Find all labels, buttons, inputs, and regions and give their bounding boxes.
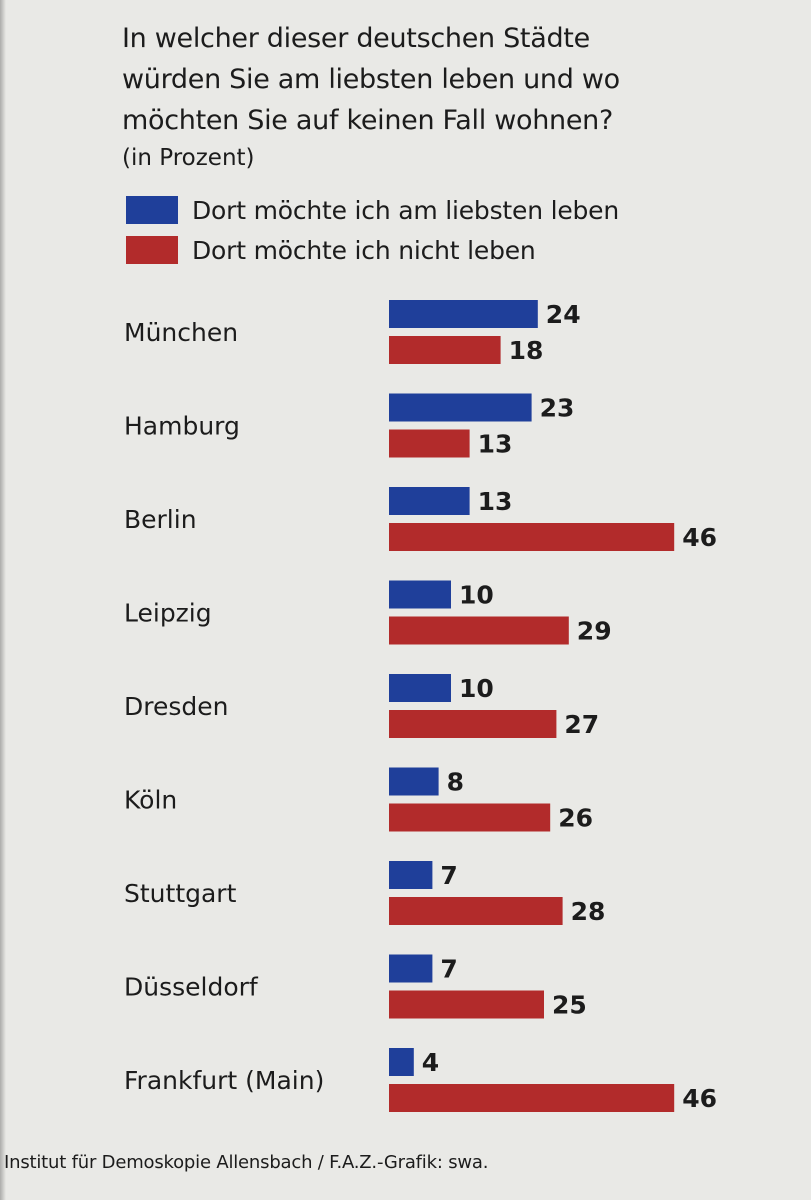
bar-dusseldorf-nicht bbox=[389, 990, 544, 1019]
bar-munchen-liebsten bbox=[389, 300, 538, 328]
category-label-munchen: München bbox=[124, 318, 238, 347]
bar-koln-liebsten bbox=[389, 767, 439, 796]
data-label-dresden-liebsten: 10 bbox=[459, 674, 494, 703]
data-label-leipzig-liebsten: 10 bbox=[459, 581, 494, 610]
bar-frankfurt-main-liebsten bbox=[389, 1048, 414, 1076]
bar-dresden-nicht bbox=[389, 710, 557, 738]
category-label-leipzig: Leipzig bbox=[124, 599, 212, 628]
bar-dresden-liebsten bbox=[389, 674, 451, 702]
data-label-leipzig-nicht: 29 bbox=[577, 617, 612, 646]
category-label-berlin: Berlin bbox=[124, 505, 197, 534]
data-label-koln-liebsten: 8 bbox=[447, 768, 464, 797]
bar-munchen-nicht bbox=[389, 336, 501, 364]
legend-swatch-red bbox=[126, 236, 178, 264]
legend-label-liebsten: Dort möchte ich am liebsten leben bbox=[192, 195, 620, 225]
data-label-hamburg-nicht: 13 bbox=[478, 430, 513, 459]
bar-frankfurt-main-nicht bbox=[389, 1084, 675, 1112]
data-label-stuttgart-liebsten: 7 bbox=[440, 861, 457, 890]
bar-dusseldorf-liebsten bbox=[389, 954, 433, 983]
data-label-frankfurt-main-nicht: 46 bbox=[682, 1084, 717, 1113]
legend-item-nicht: Dort möchte ich nicht leben bbox=[126, 230, 619, 270]
bar-stuttgart-liebsten bbox=[389, 861, 433, 889]
data-label-berlin-nicht: 46 bbox=[682, 523, 717, 552]
chart-subtitle: (in Prozent) bbox=[122, 145, 255, 171]
category-label-dresden: Dresden bbox=[124, 692, 228, 721]
chart-header: In welcher dieser deutschen Städte würde… bbox=[122, 18, 782, 175]
bar-leipzig-liebsten bbox=[389, 580, 451, 609]
bar-hamburg-liebsten bbox=[389, 393, 532, 422]
category-label-hamburg: Hamburg bbox=[124, 412, 240, 441]
chart-legend: Dort möchte ich am liebsten leben Dort m… bbox=[126, 190, 619, 270]
category-label-stuttgart: Stuttgart bbox=[124, 879, 237, 908]
data-label-dusseldorf-liebsten: 7 bbox=[440, 955, 457, 984]
data-label-berlin-liebsten: 13 bbox=[478, 487, 513, 516]
legend-item-liebsten: Dort möchte ich am liebsten leben bbox=[126, 190, 619, 230]
category-label-dusseldorf: Düsseldorf bbox=[124, 973, 259, 1002]
data-label-stuttgart-nicht: 28 bbox=[571, 897, 606, 926]
chart-title-line-3: möchten Sie auf keinen Fall wohnen? bbox=[122, 105, 614, 136]
category-label-frankfurt-main: Frankfurt (Main) bbox=[124, 1066, 324, 1095]
chart-title-line-1: In welcher dieser deutschen Städte bbox=[122, 23, 590, 54]
bar-leipzig-nicht bbox=[389, 616, 569, 645]
legend-label-nicht: Dort möchte ich nicht leben bbox=[192, 235, 536, 265]
chart-title-line-2: würden Sie am liebsten leben und wo bbox=[122, 64, 620, 95]
data-label-munchen-nicht: 18 bbox=[509, 336, 544, 365]
bar-koln-nicht bbox=[389, 803, 551, 832]
bar-berlin-nicht bbox=[389, 523, 675, 551]
bar-hamburg-nicht bbox=[389, 429, 470, 458]
category-label-koln: Köln bbox=[124, 786, 177, 815]
page-edge-shadow bbox=[0, 0, 6, 1200]
data-label-munchen-liebsten: 24 bbox=[546, 300, 581, 329]
bar-stuttgart-nicht bbox=[389, 897, 563, 925]
source-note: Institut für Demoskopie Allensbach / F.A… bbox=[4, 1152, 489, 1173]
data-label-dresden-nicht: 27 bbox=[564, 710, 599, 739]
data-label-koln-nicht: 26 bbox=[558, 804, 593, 833]
data-label-hamburg-liebsten: 23 bbox=[540, 394, 575, 423]
data-label-frankfurt-main-liebsten: 4 bbox=[422, 1048, 439, 1077]
bar-berlin-liebsten bbox=[389, 487, 470, 515]
data-label-dusseldorf-nicht: 25 bbox=[552, 991, 587, 1020]
legend-swatch-blue bbox=[126, 196, 178, 224]
